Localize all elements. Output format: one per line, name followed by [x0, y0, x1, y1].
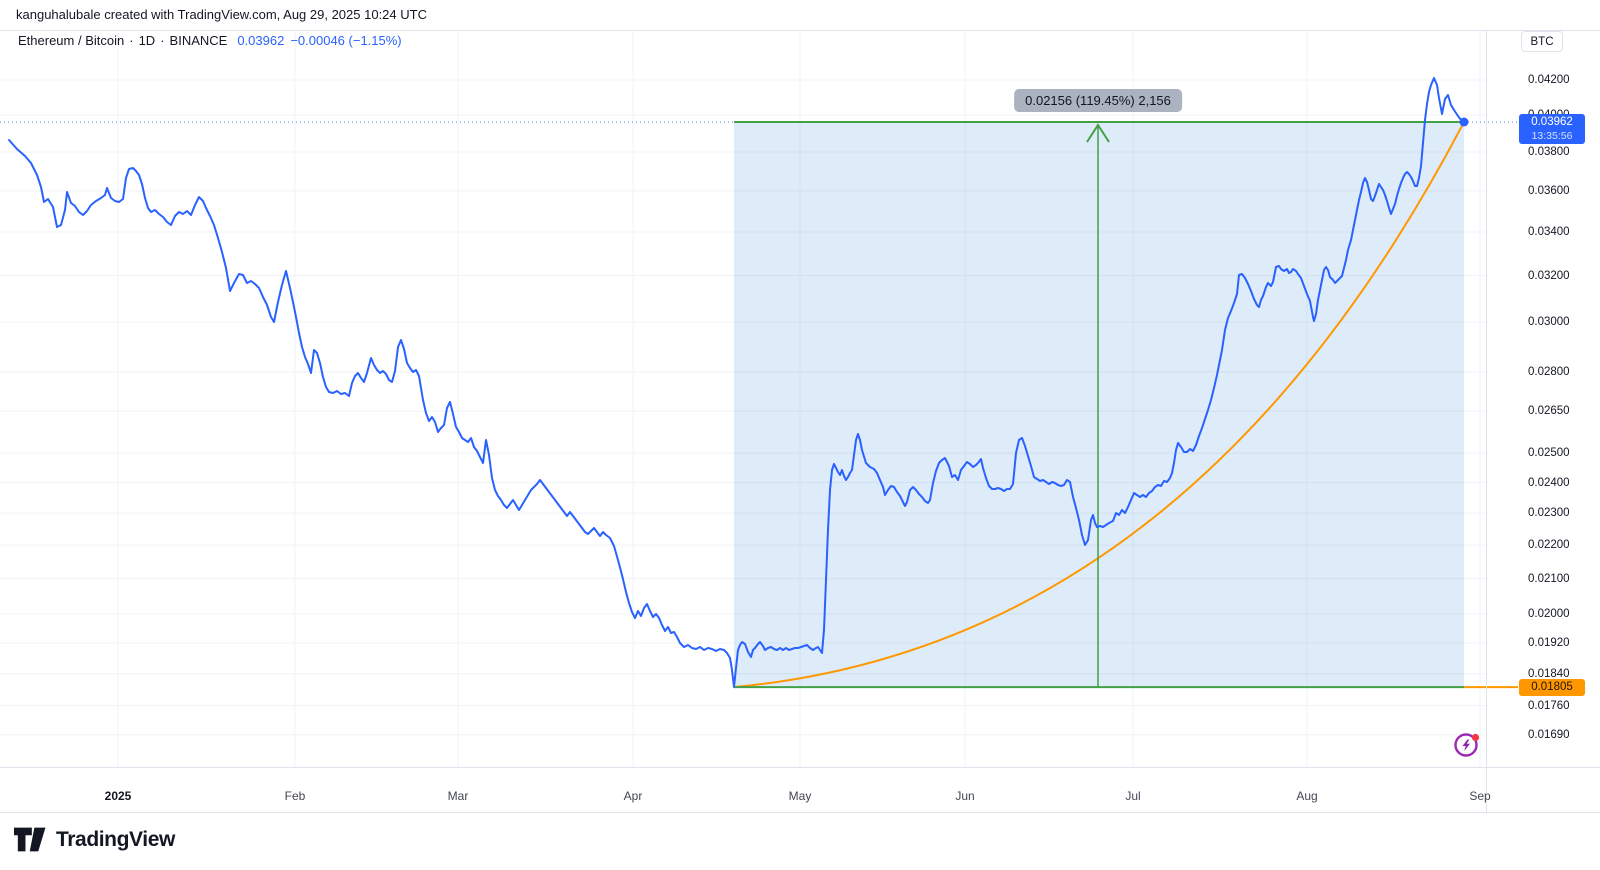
price-tick-label: 0.01690	[1528, 729, 1570, 741]
chart-canvas[interactable]	[0, 30, 1486, 767]
attribution-text: kanguhalubale created with TradingView.c…	[16, 7, 427, 22]
bar-countdown: 13:35:56	[1531, 130, 1573, 142]
legend-exchange[interactable]: BINANCE	[169, 33, 228, 48]
header-divider	[0, 30, 1600, 31]
time-tick-label: Feb	[284, 789, 306, 803]
price-tick-label: 0.02300	[1528, 507, 1570, 519]
price-tick-label: 0.02800	[1528, 366, 1570, 378]
measurement-tooltip[interactable]: 0.02156 (119.45%) 2,156	[1014, 89, 1182, 112]
price-tick-label: 0.01760	[1528, 700, 1570, 712]
last-price-value: 0.03962	[1531, 116, 1573, 128]
price-tick-label: 0.02200	[1528, 539, 1570, 551]
last-price-label: 0.03962 13:35:56	[1519, 114, 1585, 144]
currency-unit-button[interactable]: BTC	[1521, 31, 1563, 52]
notification-red-dot	[1471, 733, 1480, 742]
last-price-dot	[1459, 117, 1469, 127]
price-tick-label: 0.01840	[1528, 668, 1570, 680]
price-tick-label: 0.03800	[1528, 146, 1570, 158]
price-scale-divider	[1486, 30, 1487, 812]
time-tick-label: Mar	[447, 789, 469, 803]
legend-last-price: 0.03962	[237, 33, 285, 48]
chart-legend: Ethereum / Bitcoin · 1D · BINANCE 0.03962 −0.0…	[18, 33, 408, 48]
time-tick-label: 2025	[104, 789, 132, 803]
tradingview-logo[interactable]: TradingView	[14, 827, 175, 852]
time-tick-label: May	[788, 789, 812, 803]
measure-arrowhead-icon	[1086, 123, 1110, 143]
price-range-region[interactable]	[734, 122, 1464, 688]
lightning-bolt-icon	[1462, 739, 1470, 751]
tradingview-logo-mark	[14, 827, 46, 852]
time-tick-label: Sep	[1469, 789, 1491, 803]
time-scale[interactable]: 2025 Feb Mar Apr May Jun Jul Aug Sep	[0, 768, 1491, 812]
spark-assistant-button[interactable]	[1452, 730, 1482, 760]
price-tick-label: 0.02650	[1528, 405, 1570, 417]
price-series-line[interactable]	[8, 77, 1465, 688]
exponential-curve-drawing[interactable]	[733, 121, 1465, 689]
price-tick-label: 0.02500	[1528, 447, 1570, 459]
price-tick-label: 0.03200	[1528, 270, 1570, 282]
widget-bottom-divider	[0, 812, 1600, 813]
range-base-price-label: 0.01805	[1519, 679, 1585, 696]
price-tick-label: 0.02000	[1528, 608, 1570, 620]
time-tick-label: Jul	[1125, 789, 1141, 803]
price-tick-label: 0.02400	[1528, 477, 1570, 489]
legend-separator: ·	[160, 33, 165, 48]
legend-interval[interactable]: 1D	[138, 33, 156, 48]
price-scale[interactable]: 0.042000.040000.038000.036000.034000.032…	[1487, 30, 1600, 767]
time-tick-label: Apr	[623, 789, 643, 803]
price-tick-label: 0.03000	[1528, 316, 1570, 328]
price-tick-label: 0.04200	[1528, 74, 1570, 86]
legend-change: −0.00046 (−1.15%)	[290, 33, 402, 48]
price-tick-label: 0.02100	[1528, 573, 1570, 585]
price-tick-label: 0.03600	[1528, 185, 1570, 197]
spark-circle-icon	[1454, 733, 1478, 757]
time-tick-label: Aug	[1296, 789, 1318, 803]
time-scale-divider	[0, 767, 1600, 768]
price-tick-label: 0.01920	[1528, 637, 1570, 649]
time-tick-label: Jun	[955, 789, 975, 803]
price-tick-label: 0.03400	[1528, 226, 1570, 238]
legend-separator: ·	[129, 33, 134, 48]
symbol-title[interactable]: Ethereum / Bitcoin	[18, 33, 125, 48]
tradingview-logo-text: TradingView	[56, 827, 175, 851]
